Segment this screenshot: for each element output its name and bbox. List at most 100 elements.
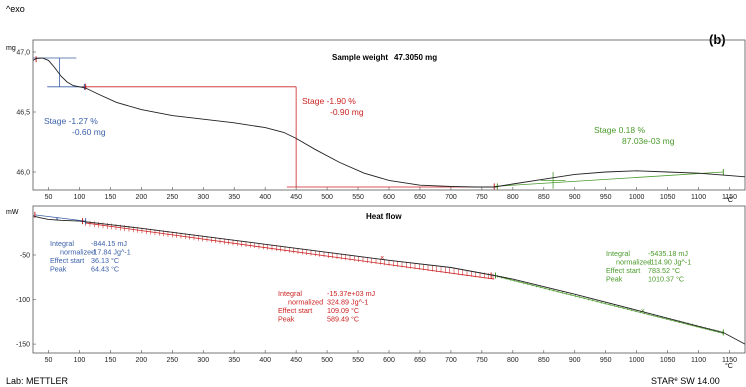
heatflow-xtick-label: 1150 [722,357,737,364]
heatflow-xtick-label: 600 [383,357,395,364]
weight-axis-ticks: 50 100 150 200 250 300 350 400 450 500 550 600 650 70… [16,50,737,202]
panel-tag: (b) [709,32,726,47]
annotation-key: Peak [278,315,295,324]
heatflow-xtick-label: 50 [45,357,53,364]
annotation-value: -844.15 mJ [91,239,127,248]
peak1-baseline [34,214,86,222]
heatflow-xtick-label: 750 [476,357,488,364]
weight-xtick-label: 700 [445,194,457,201]
annotation-value: -15.37e+03 mJ [327,289,376,298]
heatflow-xtick-label: 500 [321,357,333,364]
stage1-percent: Stage -1.27 % [44,116,98,126]
annotation-value: 589.49 °C [327,315,359,324]
annotation-key: Effect start [50,256,84,265]
heatflow-xtick-label: 850 [538,357,550,364]
weight-xtick-label: 350 [228,194,240,201]
annotation-key: Integral [50,239,74,248]
heatflow-xtick-label: 550 [352,357,364,364]
heatflow-xtick-label: 100 [74,357,86,364]
weight-xtick-label: 750 [476,194,488,201]
heatflow-xtick-label: 150 [105,357,117,364]
weight-title-value: 47.3050 mg [394,53,437,62]
weight-xtick-label: 250 [166,194,178,201]
annotation-key: normalized [60,248,95,257]
annotation-value: 783.52 °C [648,266,680,275]
annotation-value: 1010.37 °C [648,275,684,284]
heatflow-ytick-label: -100 [16,297,30,304]
annotation-key: Integral [606,249,630,258]
heatflow-ytick-label: -50 [20,253,30,260]
heatflow-axis-ticks: 50 100 150 200 250 300 350 400 450 500 550 600 650 70… [16,253,737,365]
weight-xtick-label: 1050 [660,194,676,201]
stage2-mass: -0.90 mg [330,107,364,117]
stage3-baseline [494,171,724,187]
annotation-value: -114.90 Jg^-1 [648,258,691,267]
annotation-value: -5435.18 mJ [648,249,688,258]
heatflow-xtick-label: 650 [414,357,426,364]
annotation-value: -17.84 Jg^-1 [91,248,131,257]
heatflow-xtick-label: 800 [507,357,519,364]
annotation-key: Integral [278,289,302,298]
stage1-mass: -0.60 mg [72,127,106,137]
annotation-value: 324.89 Jg^-1 [327,298,368,307]
weight-ylabel: mg [6,45,16,52]
annotation-key: normalized [288,298,323,307]
heatflow-xtick-label: 700 [445,357,457,364]
weight-xtick-label: 550 [352,194,364,201]
annotation-key: Peak [606,275,623,284]
weight-xtick-label: 1150 [722,194,737,201]
heatflow-curve [32,215,746,345]
weight-xtick-label: 800 [507,194,519,201]
software-label: STARe SW 14.00 [651,376,720,386]
heatflow-xtick-label: 950 [600,357,612,364]
software-sup: e [674,377,678,383]
heatflow-xtick-label: 450 [290,357,302,364]
weight-xtick-label: 200 [136,194,148,201]
weight-xtick-label: 450 [290,194,302,201]
weight-ytick-label: 46,5 [16,110,30,117]
peak3-baseline [497,275,724,334]
weight-xlabel: °C [725,196,733,204]
weight-title-label: Sample weight [332,53,388,62]
heatflow-ytick-label: -150 [16,342,30,349]
heatflow-xtick-label: 900 [569,357,581,364]
weight-xtick-label: 1100 [691,194,706,201]
weight-xtick-label: 900 [569,194,581,201]
weight-xtick-label: 400 [259,194,271,201]
weight-xtick-label: 150 [105,194,117,201]
weight-xtick-label: 1000 [629,194,645,201]
heatflow-xtick-label: 1100 [691,357,706,364]
heatflow-xtick-label: 200 [136,357,148,364]
stage2-percent: Stage -1.90 % [302,96,356,106]
heatflow-xtick-label: 300 [197,357,209,364]
heatflow-xtick-label: 350 [228,357,240,364]
exo-direction-label: ^exo [6,4,25,14]
weight-xtick-label: 850 [538,194,550,201]
weight-xtick-label: 600 [383,194,395,201]
annotation-value: 109.09 °C [327,306,359,315]
weight-xtick-label: 300 [197,194,209,201]
heatflow-xtick-label: 250 [166,357,178,364]
software-version: SW 14.00 [678,376,720,386]
annotation-value: 36.13 °C [91,256,119,265]
heatflow-xtick-label: 1000 [629,357,645,364]
weight-ytick-label: 46,0 [16,170,30,177]
annotation-key: Peak [50,265,67,274]
weight-title: Sample weight 47.3050 mg [332,53,437,62]
annotation-key: normalized [616,258,651,267]
lab-label: Lab: METTLER [6,376,69,386]
weight-xtick-label: 50 [45,194,53,201]
weight-xtick-label: 100 [74,194,86,201]
weight-curve [32,57,746,188]
peak2-baseline [85,222,495,280]
stage3-percent: Stage 0.18 % [594,125,645,135]
annotation-key: Effect start [278,306,312,315]
weight-ytick-label: 47,0 [16,50,30,57]
weight-marks [33,56,724,190]
heatflow-ylabel: mW [6,209,19,216]
weight-plot-frame [32,39,746,191]
heatflow-xtick-label: 400 [259,357,271,364]
